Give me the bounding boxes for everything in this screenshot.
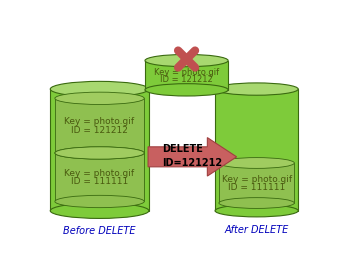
Text: After DELETE: After DELETE — [225, 224, 289, 235]
Ellipse shape — [55, 147, 144, 159]
Ellipse shape — [50, 81, 149, 97]
Ellipse shape — [55, 147, 144, 159]
FancyArrow shape — [148, 138, 237, 176]
Polygon shape — [55, 153, 144, 201]
Text: Before DELETE: Before DELETE — [63, 226, 136, 236]
Text: ID = 121212: ID = 121212 — [160, 75, 213, 84]
Ellipse shape — [55, 195, 144, 208]
Ellipse shape — [219, 198, 294, 209]
Polygon shape — [219, 163, 294, 203]
Text: Key = photo.gif: Key = photo.gif — [64, 169, 135, 178]
Ellipse shape — [219, 158, 294, 168]
Ellipse shape — [215, 83, 298, 95]
Ellipse shape — [145, 84, 228, 96]
Text: DELETE
ID=121212: DELETE ID=121212 — [162, 144, 222, 168]
Polygon shape — [55, 98, 144, 153]
Text: ID = 121212: ID = 121212 — [71, 126, 128, 135]
Text: Key = photo.gif: Key = photo.gif — [221, 175, 292, 184]
Polygon shape — [215, 89, 298, 211]
Polygon shape — [50, 89, 149, 211]
Ellipse shape — [215, 205, 298, 217]
Text: Key = photo.gif: Key = photo.gif — [154, 68, 219, 77]
Ellipse shape — [55, 92, 144, 104]
Polygon shape — [145, 61, 228, 90]
Text: ID = 111111: ID = 111111 — [228, 183, 285, 192]
Ellipse shape — [145, 55, 228, 67]
Text: ID = 111111: ID = 111111 — [71, 177, 128, 186]
Text: Key = photo.gif: Key = photo.gif — [64, 117, 135, 126]
Ellipse shape — [50, 203, 149, 218]
